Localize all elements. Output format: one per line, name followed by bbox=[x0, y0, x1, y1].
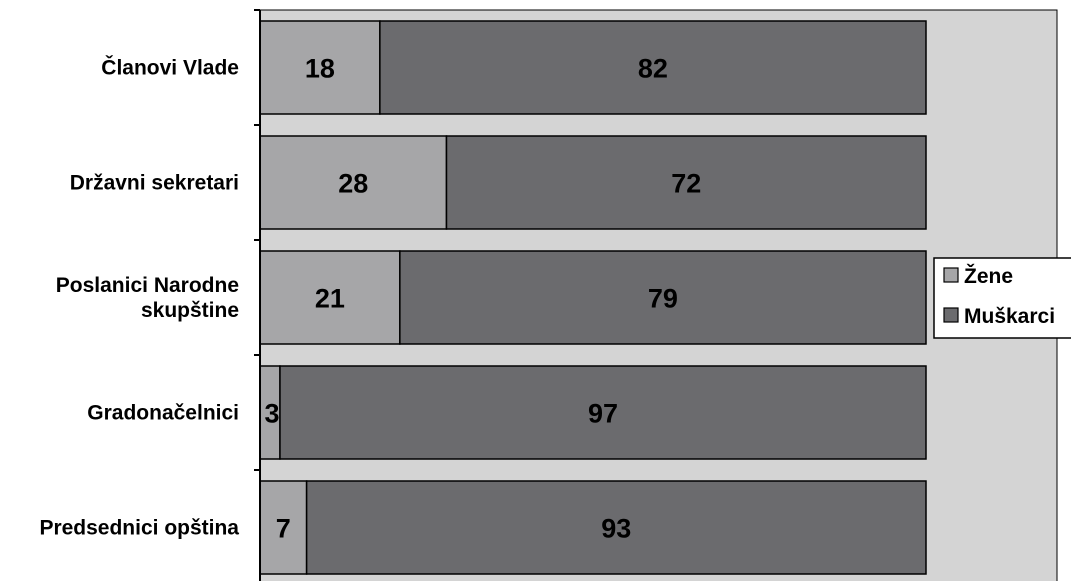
bar-segment-muskarci bbox=[279, 365, 927, 460]
bar-segment-zene bbox=[259, 135, 448, 230]
legend-label-zene: Žene bbox=[964, 264, 1013, 288]
data-label: 97 bbox=[588, 399, 618, 429]
data-label: 28 bbox=[338, 169, 368, 199]
y-axis: Članovi Vlade Državni sekretari Poslanici … bbox=[39, 9, 261, 581]
legend-swatch-muskarci bbox=[943, 307, 959, 323]
data-label: 18 bbox=[305, 54, 335, 84]
legend-label-muskarci: Muškarci bbox=[964, 305, 1055, 328]
category-label: Članovi Vlade bbox=[101, 56, 239, 80]
data-label: 21 bbox=[315, 284, 345, 314]
data-label: 79 bbox=[648, 284, 678, 314]
data-label: 82 bbox=[638, 54, 668, 84]
category-label: Gradonačelnici bbox=[87, 402, 239, 425]
category-label: Državni sekretari bbox=[70, 172, 239, 195]
data-label: 93 bbox=[601, 514, 631, 544]
category-label: Predsednici opština bbox=[39, 517, 239, 540]
bar-segment-muskarci bbox=[305, 480, 927, 575]
bar-segment-muskarci bbox=[379, 20, 927, 115]
legend[interactable]: Žene Muškarci bbox=[933, 257, 1071, 339]
data-label: 7 bbox=[276, 514, 291, 544]
bar-segment-muskarci bbox=[445, 135, 927, 230]
bar-segment-zene bbox=[259, 20, 381, 115]
category-label: skupštine bbox=[141, 299, 239, 322]
legend-swatch-zene bbox=[943, 267, 959, 283]
bars-layer bbox=[259, 20, 927, 575]
category-label: Poslanici Narodne bbox=[56, 274, 239, 297]
bar-segment-muskarci bbox=[399, 250, 927, 345]
data-label: 72 bbox=[671, 169, 701, 199]
data-label: 3 bbox=[264, 399, 279, 429]
